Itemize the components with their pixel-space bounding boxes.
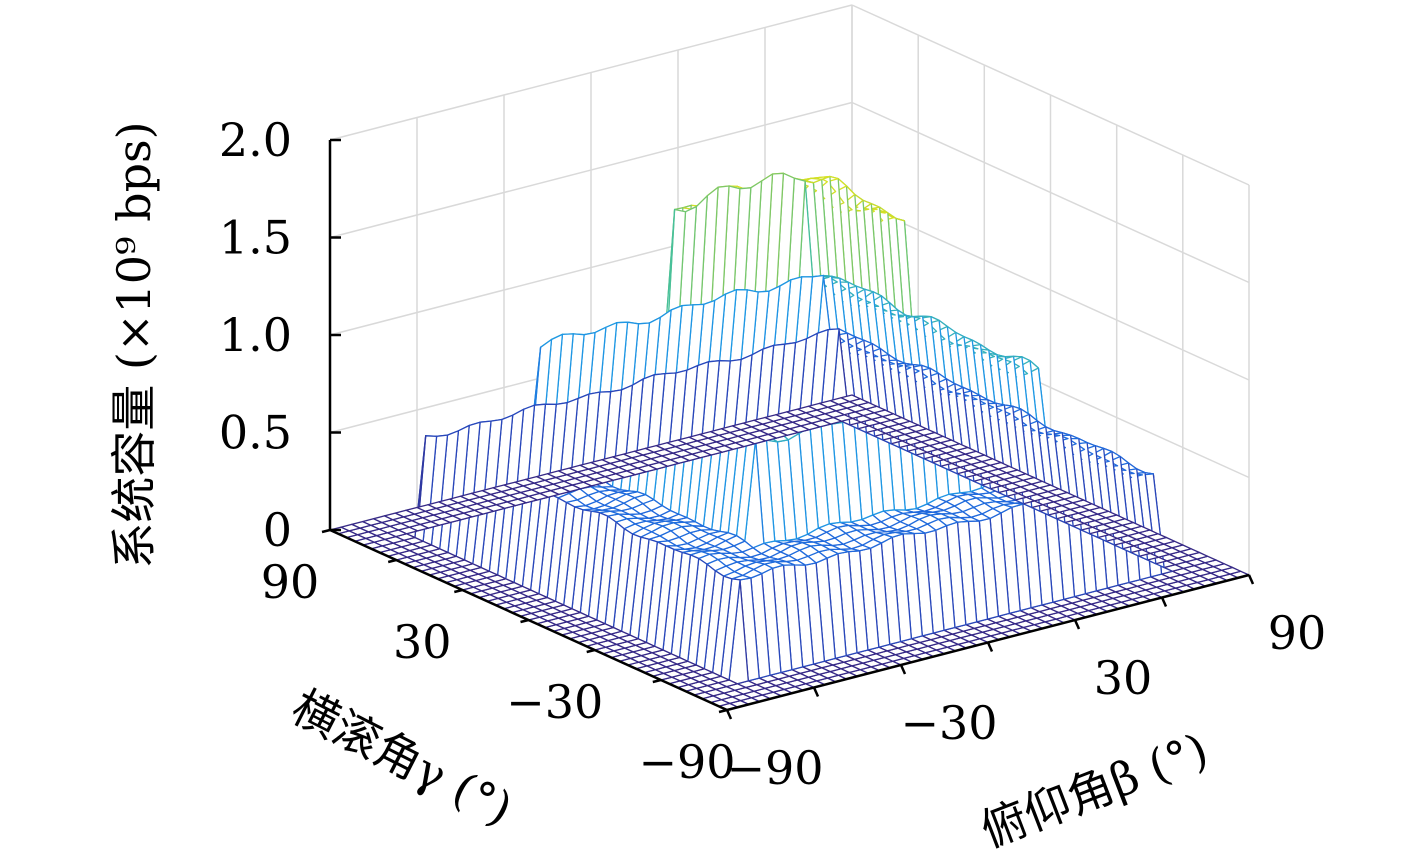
z-tick-label: 1.5 [219, 211, 292, 265]
x-tick-mark [986, 641, 994, 653]
y-tick-label: 30 [393, 615, 452, 669]
y-tick-mark [586, 648, 596, 654]
y-tick-label: 90 [261, 555, 320, 609]
z-tick-label: 1.0 [219, 308, 292, 362]
y-tick-mark [321, 528, 331, 534]
x-tick-mark [1073, 619, 1081, 630]
x-tick-mark [1247, 574, 1255, 585]
y-axis-title: 横滚角γ (°) [284, 679, 521, 836]
y-tick-label: −90 [638, 735, 735, 789]
z-axis-title: 系统容量 (×10⁹ bps) [107, 121, 161, 568]
axes-lines [321, 138, 1255, 720]
tick-labels: −90 −30 30 90 90 30 −30 −90 0 0.5 1.0 1.5 2.0 [219, 113, 1326, 795]
x-axis-title: 俯仰角β (°) [973, 722, 1215, 858]
x-tick-mark [899, 664, 907, 675]
x-tick-mark [725, 709, 733, 720]
wall-grid-line [851, 101, 1250, 284]
y-tick-mark [718, 708, 728, 714]
z-tick-label: 2.0 [219, 113, 292, 167]
y-tick-mark [520, 618, 529, 624]
wall-grid-line [329, 101, 853, 239]
x-tick-label: 90 [1268, 606, 1327, 660]
x-tick-mark [1160, 596, 1168, 608]
y-tick-mark [453, 588, 463, 594]
z-tick-label: 0.5 [219, 406, 292, 460]
x-tick-label: 30 [1094, 651, 1153, 705]
surface-mesh [329, 172, 1250, 711]
wall-grid-line [851, 4, 1250, 186]
x-tick-label: −30 [900, 696, 997, 750]
y-tick-mark [652, 678, 662, 684]
z-tick-label: 0 [263, 503, 292, 557]
y-tick-label: −30 [506, 675, 603, 729]
wall-grid-line [851, 199, 1250, 381]
x-tick-label: −90 [726, 741, 823, 795]
wall-grid-line [329, 4, 853, 141]
y-tick-mark [387, 558, 397, 564]
x-tick-mark [812, 686, 820, 698]
